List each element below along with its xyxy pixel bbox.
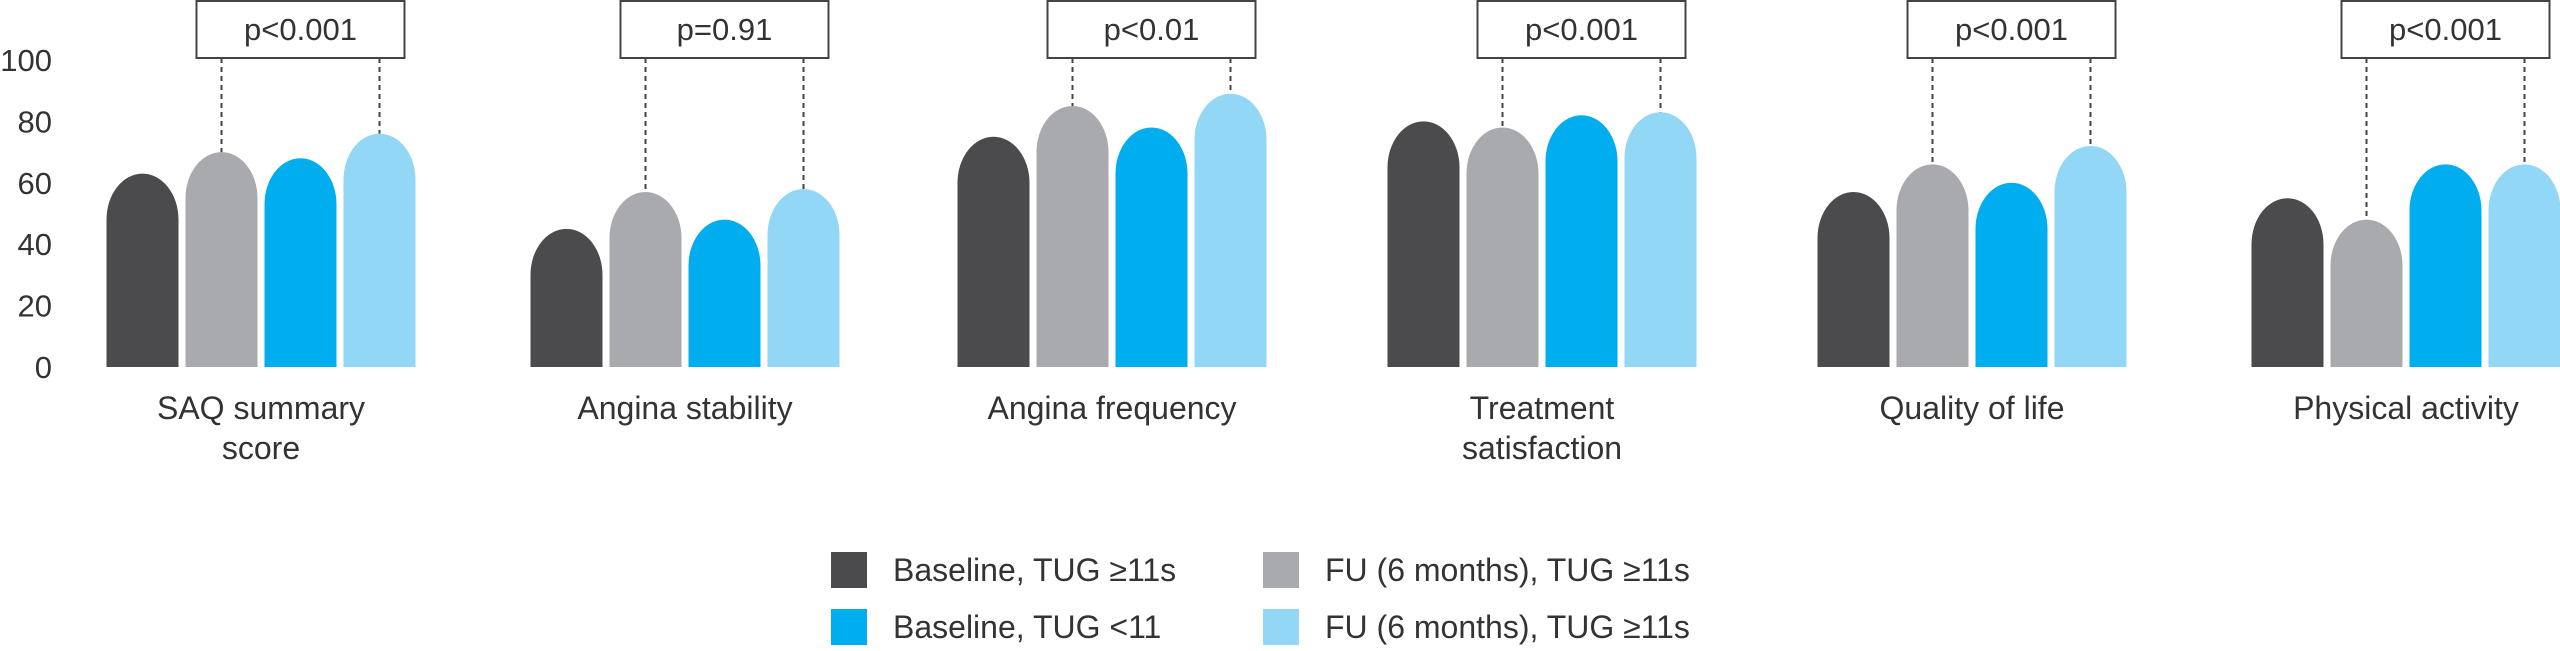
y-tick-label: 100 — [0, 43, 52, 78]
legend-label: Baseline, TUG <11 — [893, 609, 1161, 645]
bar — [1194, 93, 1267, 367]
legend-swatch — [831, 552, 867, 588]
y-tick-label: 40 — [18, 227, 52, 262]
category-label: Angina frequency — [987, 390, 1236, 426]
p-value-label: p<0.001 — [1955, 12, 2068, 47]
bar — [1036, 106, 1109, 367]
bar — [688, 219, 761, 367]
y-tick-label: 0 — [35, 350, 52, 385]
bar — [1624, 112, 1697, 367]
bar — [609, 192, 682, 367]
legend-swatch — [1263, 609, 1299, 645]
legend-swatch — [831, 609, 867, 645]
p-value-box — [1046, 0, 1257, 59]
y-tick-label: 80 — [18, 104, 52, 139]
bar — [1975, 182, 2048, 367]
p-value-label: p<0.001 — [1525, 12, 1638, 47]
bar — [1817, 192, 1890, 367]
bar — [957, 136, 1030, 367]
y-tick-label: 20 — [18, 289, 52, 324]
bar — [264, 158, 337, 367]
bar — [1545, 115, 1618, 367]
category-label: Treatment — [1470, 390, 1615, 426]
category-label: Angina stability — [577, 390, 792, 426]
bar — [2330, 219, 2403, 367]
bar — [1115, 127, 1188, 367]
legend-label: FU (6 months), TUG ≥11s — [1325, 552, 1690, 588]
p-value-label: p<0.01 — [1104, 12, 1200, 47]
bar — [530, 228, 603, 367]
y-tick-label: 60 — [18, 166, 52, 201]
p-value-box — [1906, 0, 2117, 59]
legend-label: FU (6 months), TUG ≥11s — [1325, 609, 1690, 645]
legend-label: Baseline, TUG ≥11s — [893, 552, 1176, 588]
bar — [2251, 198, 2324, 367]
category-label: Quality of life — [1880, 390, 2065, 426]
bar — [1896, 164, 1969, 367]
bar — [1387, 121, 1460, 367]
p-value-label: p<0.001 — [2389, 12, 2502, 47]
category-label: satisfaction — [1462, 430, 1622, 466]
bar — [767, 188, 840, 367]
bar — [343, 133, 416, 367]
category-label: SAQ summary — [157, 390, 365, 426]
legend-swatch — [1263, 552, 1299, 588]
p-value-label: p<0.001 — [244, 12, 357, 47]
p-value-box — [195, 0, 406, 59]
p-value-box — [619, 0, 830, 59]
category-label: Physical activity — [2293, 390, 2519, 426]
bar — [106, 173, 179, 367]
p-value-box — [2340, 0, 2551, 59]
bar — [185, 152, 258, 367]
category-label: score — [222, 430, 300, 466]
bar — [2488, 164, 2560, 367]
p-value-label: p=0.91 — [677, 12, 773, 47]
bar — [2409, 164, 2482, 367]
bar — [2054, 145, 2127, 367]
p-value-box — [1476, 0, 1687, 59]
bar — [1466, 127, 1539, 367]
